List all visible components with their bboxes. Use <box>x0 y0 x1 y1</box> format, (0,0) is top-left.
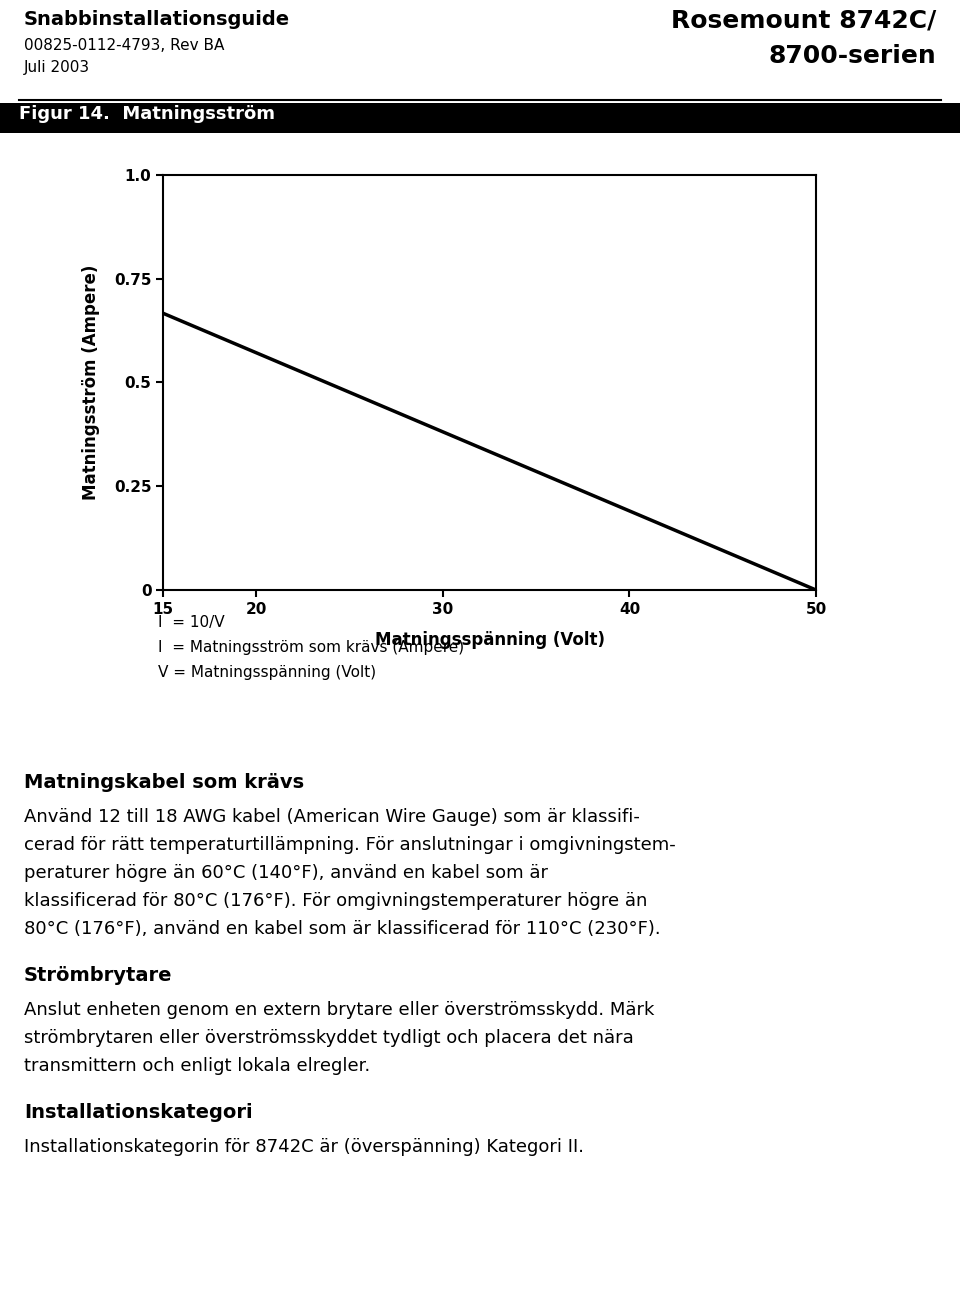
Text: 8700-serien: 8700-serien <box>768 44 936 68</box>
Y-axis label: Matningsström (Ampere): Matningsström (Ampere) <box>82 265 100 501</box>
Text: Snabbinstallationsguide: Snabbinstallationsguide <box>24 10 290 29</box>
Text: I  = Matningsström som krävs (Ampere): I = Matningsström som krävs (Ampere) <box>158 640 465 655</box>
Text: 80°C (176°F), använd en kabel som är klassificerad för 110°C (230°F).: 80°C (176°F), använd en kabel som är kla… <box>24 920 660 938</box>
Text: Anslut enheten genom en extern brytare eller överströmsskydd. Märk: Anslut enheten genom en extern brytare e… <box>24 1001 655 1019</box>
Text: I  = 10/V: I = 10/V <box>158 616 225 630</box>
Text: Installationskategorin för 8742C är (överspänning) Kategori II.: Installationskategorin för 8742C är (öve… <box>24 1138 584 1155</box>
X-axis label: Matningsspänning (Volt): Matningsspänning (Volt) <box>374 631 605 648</box>
Text: cerad för rätt temperaturtillämpning. För anslutningar i omgivningstem-: cerad för rätt temperaturtillämpning. Fö… <box>24 836 676 853</box>
Text: 00825-0112-4793, Rev BA: 00825-0112-4793, Rev BA <box>24 38 225 54</box>
Text: Juli 2003: Juli 2003 <box>24 60 90 74</box>
Text: V = Matningsspänning (Volt): V = Matningsspänning (Volt) <box>158 665 376 680</box>
Text: transmittern och enligt lokala elregler.: transmittern och enligt lokala elregler. <box>24 1057 371 1074</box>
Text: Strömbrytare: Strömbrytare <box>24 966 173 985</box>
Text: strömbrytaren eller överströmsskyddet tydligt och placera det nära: strömbrytaren eller överströmsskyddet ty… <box>24 1029 634 1047</box>
Text: peraturer högre än 60°C (140°F), använd en kabel som är: peraturer högre än 60°C (140°F), använd … <box>24 864 548 882</box>
Text: Använd 12 till 18 AWG kabel (American Wire Gauge) som är klassifi-: Använd 12 till 18 AWG kabel (American Wi… <box>24 808 640 826</box>
Text: Matningskabel som krävs: Matningskabel som krävs <box>24 772 304 792</box>
Text: Rosemount 8742C/: Rosemount 8742C/ <box>671 8 936 31</box>
Text: klassificerad för 80°C (176°F). För omgivningstemperaturer högre än: klassificerad för 80°C (176°F). För omgi… <box>24 891 647 910</box>
Text: Installationskategori: Installationskategori <box>24 1103 252 1121</box>
Text: Figur 14.  Matningsström: Figur 14. Matningsström <box>19 105 276 123</box>
